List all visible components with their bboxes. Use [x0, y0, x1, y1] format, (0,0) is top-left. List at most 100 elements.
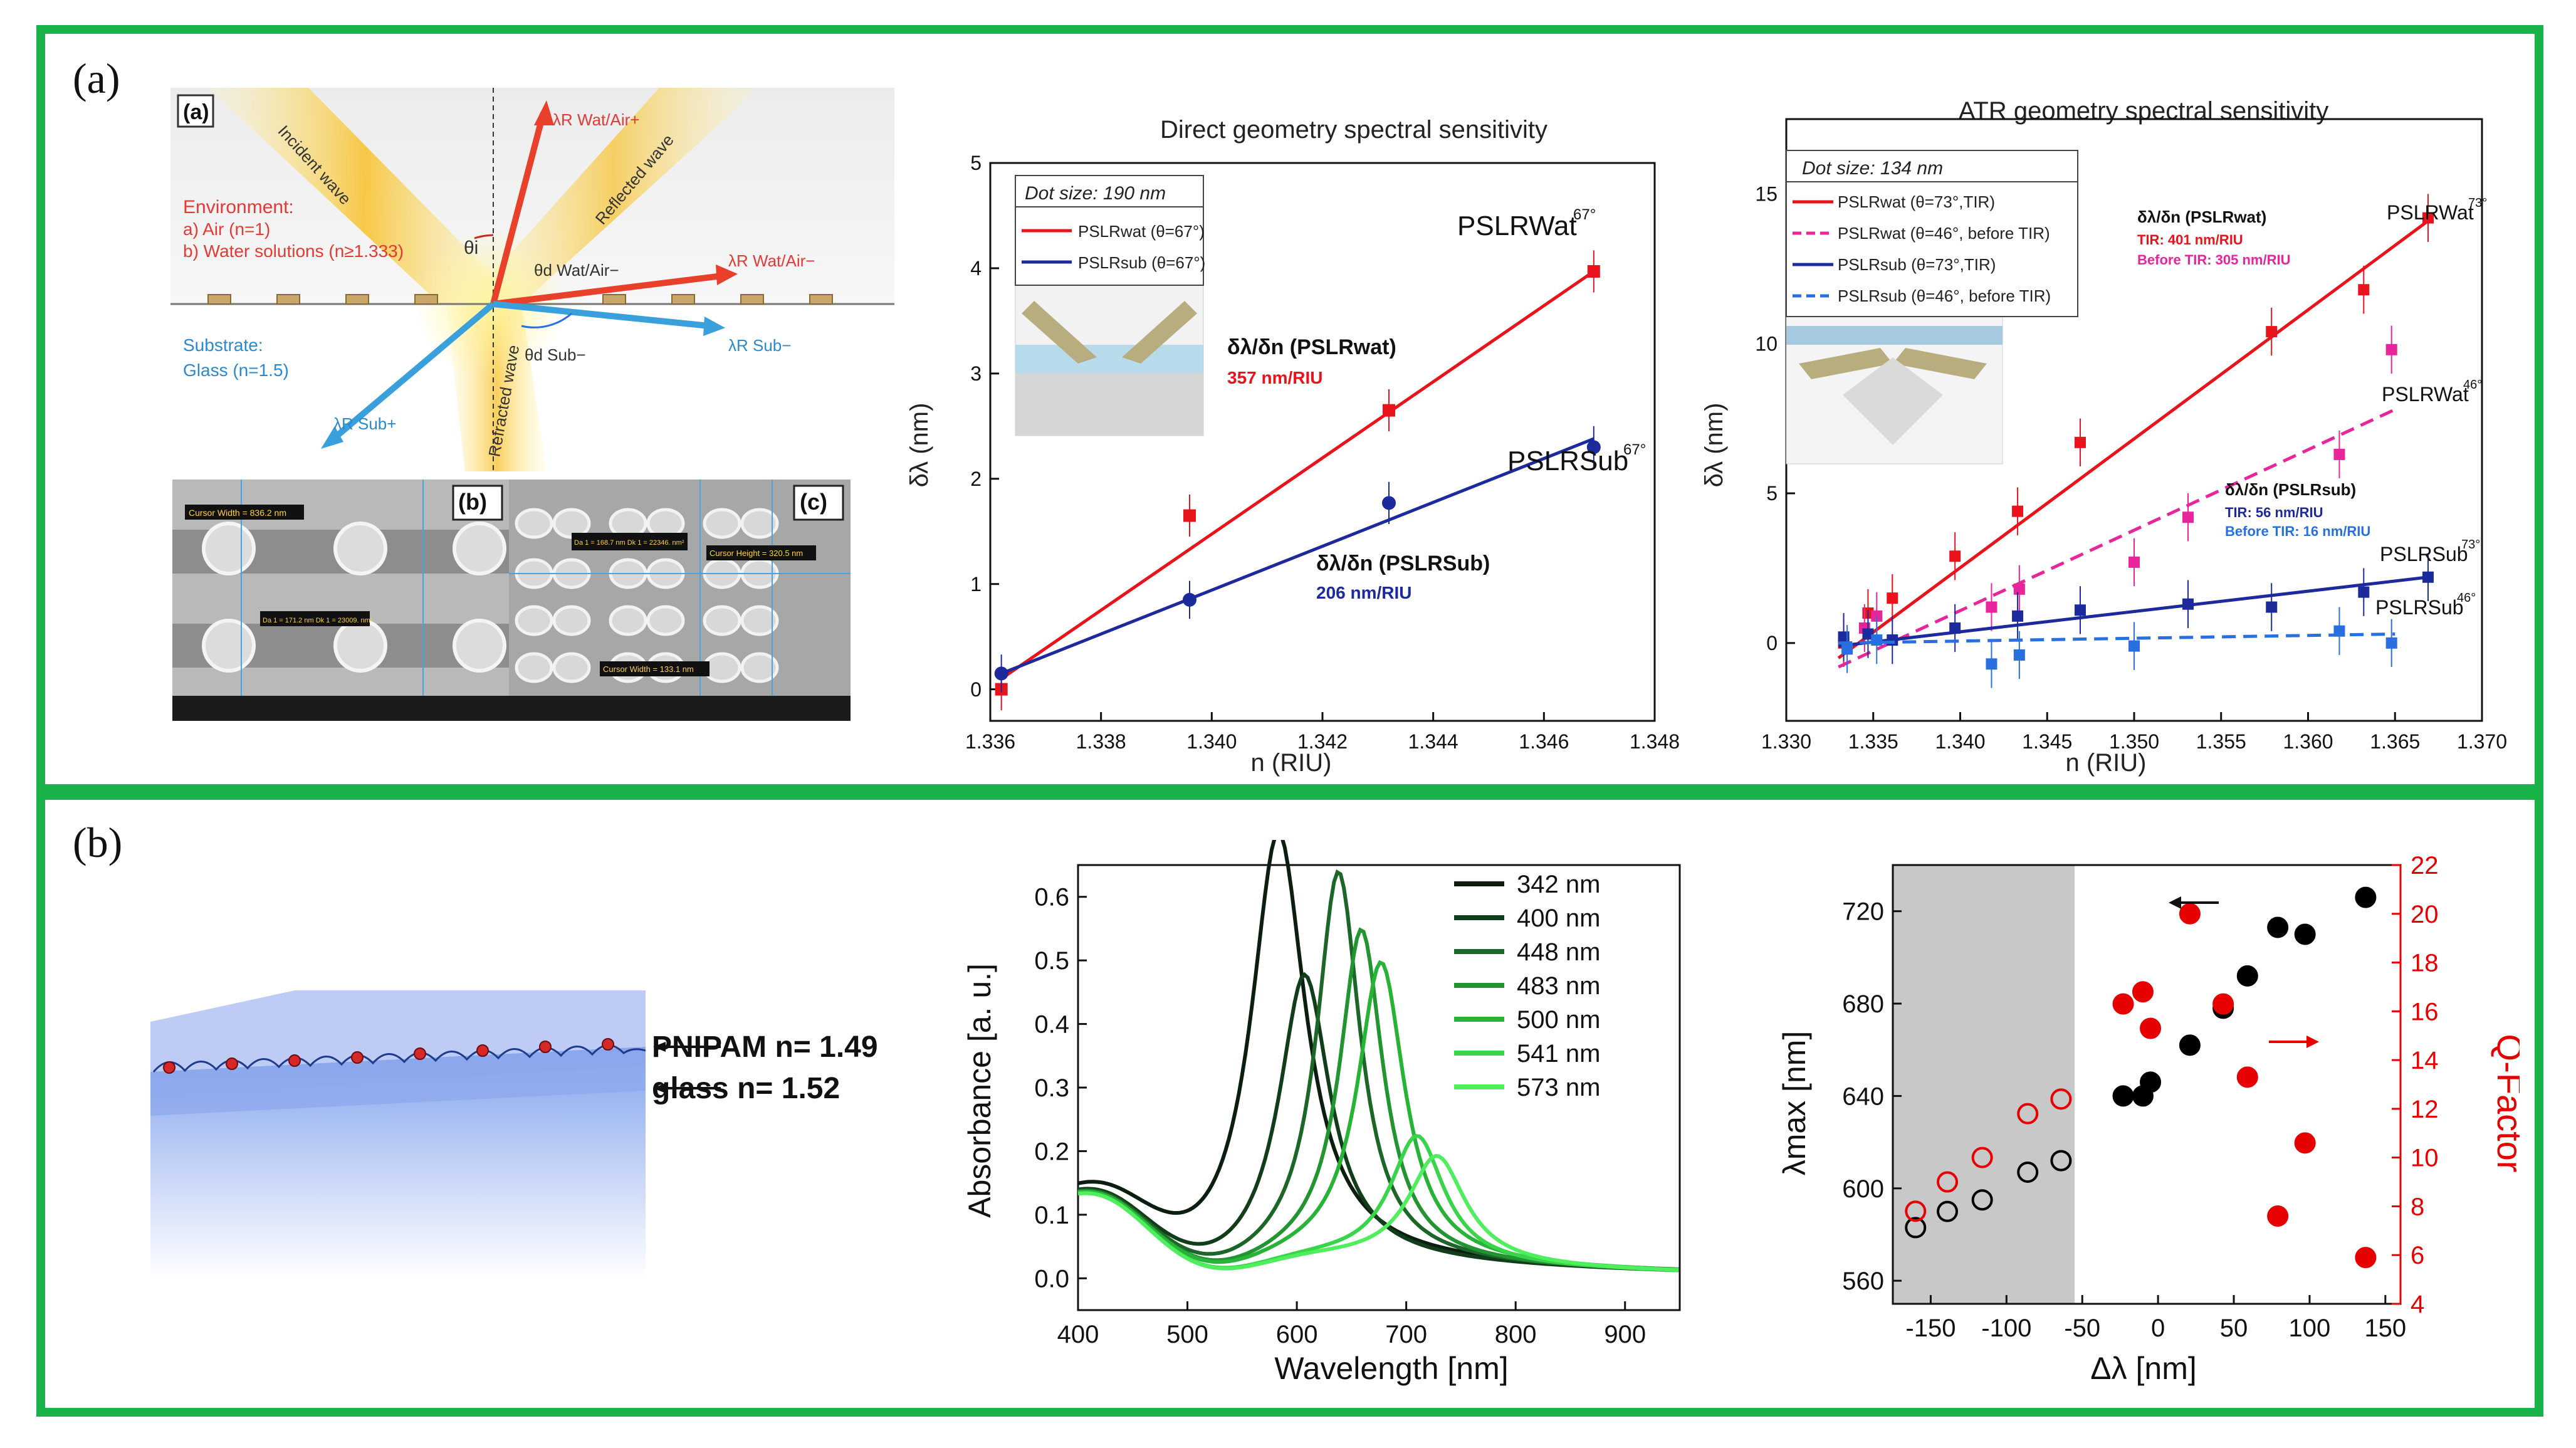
x-tick-label: 1.344 [1408, 730, 1458, 753]
data-point [1382, 496, 1396, 510]
chart1-legend-wat: PSLRwat (θ=67°) [1078, 222, 1205, 241]
data-point [2182, 512, 2194, 523]
chart1-sub-label: PSLRSub [1507, 446, 1628, 476]
data-point [2017, 1162, 2039, 1183]
y-tick-label: 2 [970, 468, 982, 490]
x-tick-label: -100 [1981, 1314, 2031, 1342]
data-point [2294, 1132, 2316, 1154]
x-tick-label: 100 [2289, 1314, 2331, 1342]
data-point [1937, 1171, 1959, 1193]
sem-c-label: (c) [800, 489, 827, 515]
data-point [1887, 592, 1898, 604]
chart1-legend-title: Dot size: 190 nm [1025, 183, 1166, 204]
data-point [1971, 1189, 1993, 1211]
x-tick-label: 1.335 [1848, 730, 1898, 753]
data-point [2074, 436, 2086, 448]
scattering-schematic: (a) Environment: a) Air (n=1) b) Water s… [170, 88, 894, 471]
legend-label: 500 nm [1517, 1006, 1600, 1034]
x-tick-label: 1.350 [2109, 730, 2159, 753]
theta-d-wat-label: θd Wat/Air− [534, 261, 619, 280]
data-point [2355, 1247, 2377, 1269]
pnipam-label: PNIPAM n= 1.49 [652, 1031, 878, 1064]
sem-c-cursor-h: Cursor Height = 320.5 nm [709, 548, 803, 558]
chart2-sens-sub-tir: TIR: 56 nm/RIU [2225, 505, 2323, 520]
x-tick-label: 1.360 [2283, 730, 2333, 753]
chart1-wat-sup: 67° [1573, 206, 1596, 223]
y-tick-label: 0.4 [1034, 1011, 1069, 1039]
chart2-title: ATR geometry spectral sensitivity [1959, 97, 2329, 125]
x-tick-label: -50 [2064, 1314, 2100, 1342]
data-point [2422, 571, 2434, 583]
chart1-wat-label: PSLRWat [1457, 211, 1577, 241]
right-axis-arrowhead [2306, 1036, 2319, 1048]
data-point [1971, 1146, 1993, 1168]
theta-d-sub-arc [521, 312, 572, 328]
data-point [2333, 625, 2345, 637]
lambda-sub-plus: λR Sub+ [333, 414, 396, 433]
chart2-sup-wat46: 46° [2463, 378, 2482, 392]
chart1-legend-sub: PSLRsub (θ=67°) [1078, 253, 1205, 272]
chart2-sup-sub73: 73° [2461, 538, 2480, 552]
y-tick-label: 600 [1842, 1175, 1884, 1203]
y-tick-label: 15 [1755, 183, 1778, 206]
x-tick-label: 1.336 [965, 730, 1015, 753]
data-point [1887, 634, 1898, 646]
x-tick-label: -150 [1905, 1314, 1956, 1342]
theta-i-arc [474, 234, 494, 239]
data-point [1587, 265, 1600, 278]
chart2-legend-2: PSLRwat (θ=46°, before TIR) [1838, 224, 2050, 243]
y-tick-label: 0.2 [1034, 1138, 1069, 1165]
fit-line [1000, 437, 1594, 675]
arrowhead-3 [321, 426, 343, 449]
y-tick-label: 640 [1842, 1083, 1884, 1110]
data-point [2267, 1205, 2289, 1227]
x-tick-label: 1.340 [1935, 730, 1985, 753]
chart1-inset-image [1015, 285, 1204, 436]
data-point [2050, 1150, 2072, 1172]
lambda-wat-plus: λR Wat/Air+ [553, 110, 639, 129]
chart2-sup-wat73: 73° [2468, 196, 2487, 210]
chart1-plot-area: 1.336 1.338 1.340 1.342 1.344 1.346 1.348 0 1 2 3 4… [965, 152, 1680, 753]
y2-tick-label: 14 [2411, 1047, 2439, 1074]
y-tick-label: 10 [1755, 332, 1778, 355]
env-water: b) Water solutions (n≥1.333) [183, 241, 404, 261]
panel-b-label: (b) [73, 819, 123, 866]
chart1-xlabel: n (RIU) [1251, 749, 1332, 777]
substrate-title: Substrate: [183, 335, 263, 355]
env-title: Environment: [183, 197, 294, 218]
y-tick-label: 3 [970, 362, 982, 385]
x-tick-label: 50 [2220, 1314, 2248, 1342]
x-tick-label: 700 [1385, 1321, 1427, 1348]
data-point [2074, 604, 2086, 616]
chart1-ylabel: δλ (nm) [906, 403, 933, 488]
x-tick-label: 1.370 [2457, 730, 2507, 753]
env-air: a) Air (n=1) [183, 219, 270, 239]
fit-line [1838, 632, 2395, 645]
data-point [2358, 284, 2370, 296]
arrowhead-2 [716, 265, 738, 285]
data-point [1871, 634, 1883, 646]
data-point [2212, 993, 2234, 1015]
chart2-inset-image [1786, 310, 2003, 464]
data-point [2140, 1071, 2162, 1093]
panel-a [36, 25, 2543, 793]
chart2-legend-title: Dot size: 134 nm [1802, 158, 1943, 179]
chart-lambda-qfactor: -150 -100 -50 0 50 100 150 560 600 640 680 720 4 6 8 10… [1777, 852, 2520, 1386]
x-tick-label: 1.346 [1519, 730, 1569, 753]
data-point [1838, 631, 1850, 643]
y2-tick-label: 18 [2411, 950, 2439, 977]
data-point [2422, 212, 2434, 224]
data-point [2112, 1085, 2134, 1107]
y-tick-label: 0.5 [1034, 947, 1069, 975]
y-tick-label: 4 [970, 257, 982, 280]
fit-line [1837, 219, 2429, 659]
pnipam-schematic: PNIPAM n= 1.49 glass n= 1.52 [150, 990, 878, 1279]
spectrum-line [1077, 1133, 1679, 1272]
data-point [2112, 993, 2134, 1015]
chart1-sens-sub-value: 206 nm/RIU [1316, 583, 1412, 602]
legend-label: 342 nm [1517, 871, 1600, 898]
chart1-sens-wat-title: δλ/δn (PSLRwat) [1227, 335, 1396, 359]
shaded-region [1893, 865, 2075, 1304]
data-point [994, 666, 1008, 681]
data-point [1183, 592, 1196, 607]
